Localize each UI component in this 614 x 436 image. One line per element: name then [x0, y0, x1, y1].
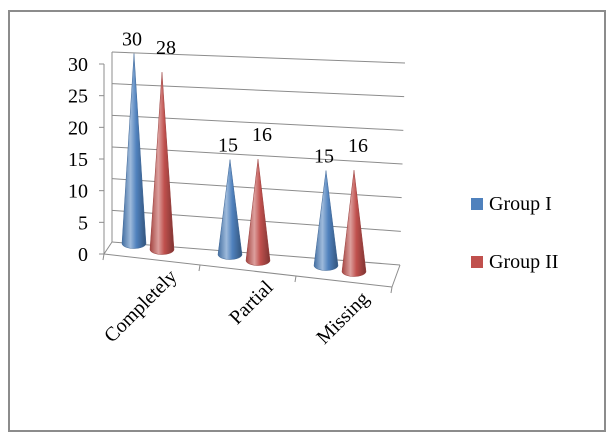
- y-tick-label: 20: [68, 117, 88, 139]
- y-axis-ticks: 0 5 10 15 20 25 30: [68, 54, 104, 266]
- y-tick-label: 15: [68, 149, 88, 171]
- legend-swatch-group-2: [471, 256, 483, 268]
- y-tick-label: 30: [68, 54, 88, 76]
- cone-1-2: [341, 170, 367, 277]
- data-label: 15: [218, 135, 238, 157]
- data-label: 16: [252, 124, 272, 146]
- legend-label-group-2: Group II: [489, 250, 559, 273]
- cone-0-0: [121, 53, 147, 249]
- cones: [121, 53, 367, 277]
- cone-0-2: [313, 170, 339, 271]
- x-tick-mark: [102, 253, 105, 261]
- y-tick-label: 10: [68, 181, 88, 203]
- gridline: [111, 51, 406, 64]
- legend-item-group-1: Group I: [471, 190, 558, 218]
- data-label: 30: [122, 29, 142, 51]
- cone-1-1: [245, 159, 271, 266]
- data-label: 28: [156, 37, 176, 59]
- x-tick-mark: [294, 275, 297, 283]
- floor-side-right: [391, 264, 401, 288]
- legend-item-group-2: Group II: [471, 248, 558, 276]
- floor-side-left: [103, 241, 113, 255]
- gridline: [111, 83, 405, 98]
- x-tick-mark: [390, 286, 393, 294]
- y-tick-label: 5: [78, 212, 88, 234]
- data-labels: 30 28 15 16 15 16: [122, 29, 368, 168]
- x-tick-mark: [198, 264, 201, 272]
- x-tick-label: Partial: [225, 276, 278, 329]
- y-tick-label: 0: [78, 244, 88, 266]
- x-axis-line: [103, 253, 393, 288]
- y-tick-label: 25: [68, 86, 88, 108]
- legend: Group I Group II: [471, 190, 558, 306]
- cone-1-0: [149, 72, 175, 255]
- data-label: 16: [348, 135, 368, 157]
- data-label: 15: [314, 146, 334, 168]
- chart-frame: [8, 10, 606, 432]
- cone-0-1: [217, 159, 243, 260]
- legend-swatch-group-1: [471, 198, 483, 210]
- x-tick-label: Completely: [100, 265, 182, 347]
- x-tick-label: Missing: [312, 287, 373, 348]
- legend-label-group-1: Group I: [489, 192, 552, 215]
